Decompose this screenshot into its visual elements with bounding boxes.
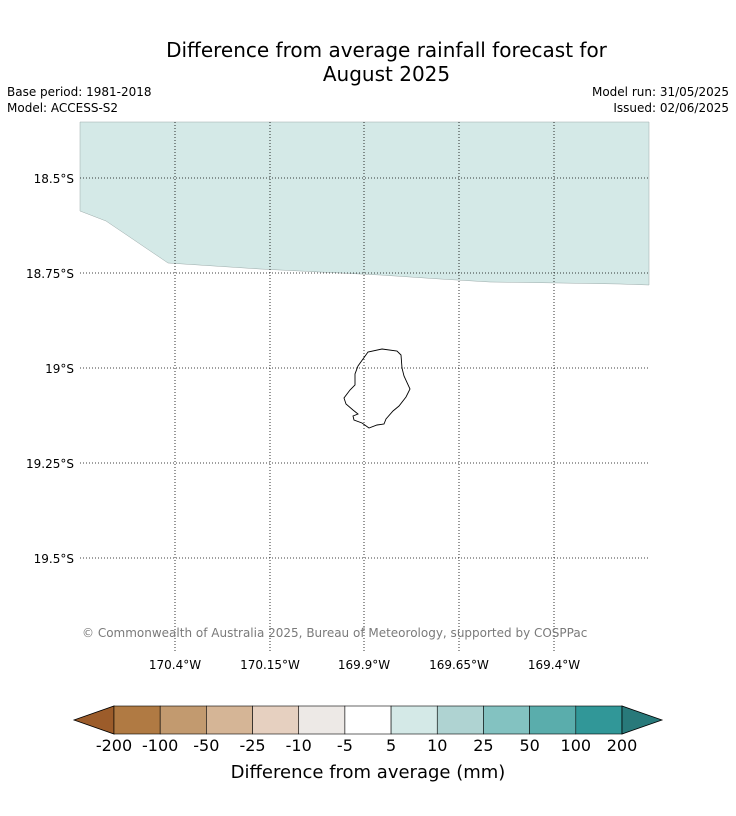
colorbar-segment xyxy=(529,705,577,735)
colorbar-tick-label: -10 xyxy=(286,736,312,755)
lon-label: 169.4°W xyxy=(528,658,580,672)
colorbar-segment xyxy=(206,705,253,735)
colorbar-segment xyxy=(159,705,207,735)
lon-label: 169.65°W xyxy=(429,658,489,672)
colorbar-segment xyxy=(436,705,484,735)
colorbar-segment xyxy=(344,705,392,735)
colorbar-tick-label: 5 xyxy=(386,736,396,755)
meta-right: Model run: 31/05/2025 Issued: 02/06/2025 xyxy=(592,84,729,116)
colorbar-segment xyxy=(113,705,161,735)
colorbar-tick-label: -5 xyxy=(337,736,353,755)
colorbar-tick-labels: -200 -100 -50 -25 -10 -5 5 10 25 50 100 200 xyxy=(96,736,637,755)
colorbar-segment xyxy=(575,705,623,735)
lon-label: 169.9°W xyxy=(338,658,390,672)
lon-label: 170.4°W xyxy=(149,658,201,672)
model-run-text: Model run: 31/05/2025 xyxy=(591,85,729,99)
colorbar-tick-label: -50 xyxy=(193,736,219,755)
colorbar-tick-label: -200 xyxy=(96,736,132,755)
colorbar-segment xyxy=(390,705,438,735)
lat-label: 18.75°S xyxy=(26,267,74,281)
colorbar-extend-high xyxy=(621,705,664,735)
meta-left: Base period: 1981-2018 Model: ACCESS-S2 xyxy=(7,84,152,116)
colorbar-tick-label: 25 xyxy=(473,736,493,755)
colorbar-tick-label: 200 xyxy=(607,736,638,755)
lat-labels: 18.5°S 18.75°S 19°S 19.25°S 19.5°S xyxy=(26,172,74,566)
colorbar-segment xyxy=(298,705,346,735)
map-title: Difference from average rainfall forecas… xyxy=(0,38,736,86)
title-line-2: August 2025 xyxy=(322,62,451,86)
colorbar-tick-label: -25 xyxy=(239,736,265,755)
colorbar-tick-label: 10 xyxy=(427,736,447,755)
issued-text: Issued: 02/06/2025 xyxy=(613,101,729,115)
colorbar-extend-low xyxy=(72,705,115,735)
lon-label: 170.15°W xyxy=(240,658,300,672)
lat-label: 19.25°S xyxy=(26,457,74,471)
graticule xyxy=(80,122,649,653)
colorbar-tick-label: 100 xyxy=(561,736,592,755)
lat-label: 19.5°S xyxy=(34,552,74,566)
lat-label: 18.5°S xyxy=(34,172,74,186)
colorbar xyxy=(72,705,664,735)
base-period-text: Base period: 1981-2018 xyxy=(7,85,152,99)
colorbar-label: Difference from average (mm) xyxy=(231,762,506,783)
island-outline xyxy=(343,348,411,429)
colorbar-tick-label: -100 xyxy=(142,736,178,755)
model-text: Model: ACCESS-S2 xyxy=(7,101,119,115)
lat-label: 19°S xyxy=(45,362,74,376)
title-line-1: Difference from average rainfall forecas… xyxy=(166,38,607,62)
shaded-region-5-to-10 xyxy=(79,121,650,286)
copyright-text: © Commonwealth of Australia 2025, Bureau… xyxy=(82,626,587,640)
lon-labels: 170.4°W 170.15°W 169.9°W 169.65°W 169.4°… xyxy=(149,658,580,672)
colorbar-tick-label: 50 xyxy=(519,736,539,755)
colorbar-segment xyxy=(252,705,300,735)
colorbar-segment xyxy=(483,705,530,735)
